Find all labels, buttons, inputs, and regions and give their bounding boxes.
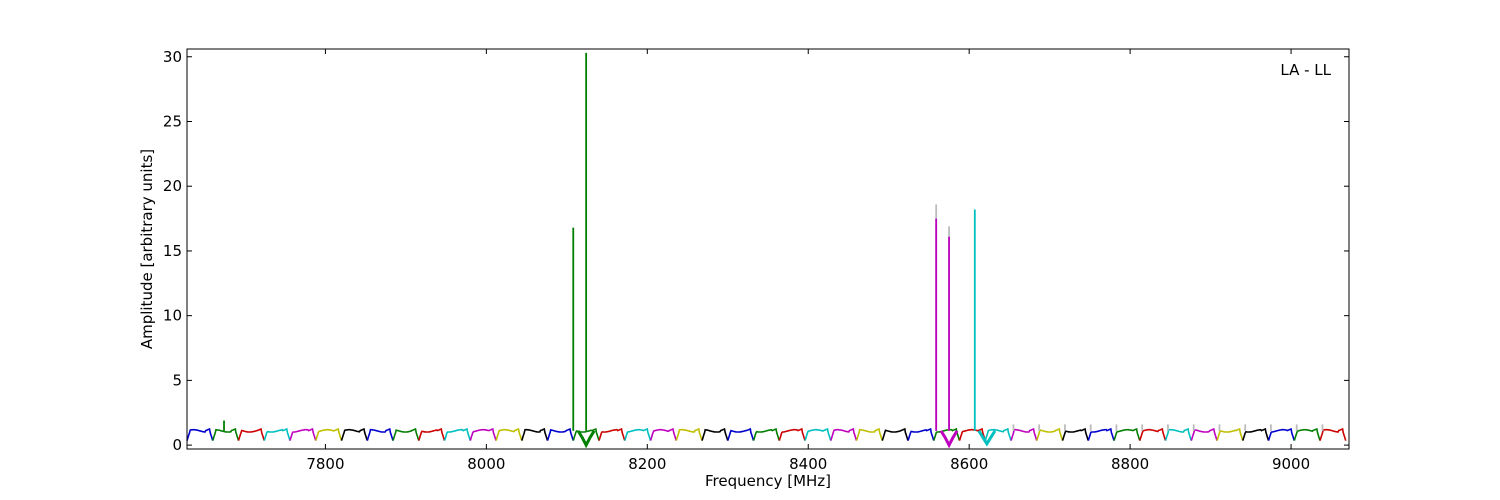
- band-segment: [1113, 427, 1141, 441]
- band-segment: [933, 427, 961, 441]
- band-segment: [804, 427, 832, 441]
- band-segment: [340, 427, 369, 441]
- band-series-group: [186, 427, 1347, 441]
- band-segment: [315, 427, 343, 441]
- band-segment: [495, 427, 523, 441]
- y-tick-label: 0: [172, 436, 182, 454]
- spike-series-group: [223, 52, 1324, 449]
- band-segment: [727, 427, 755, 441]
- band-segment: [984, 427, 1012, 441]
- band-segment: [649, 427, 678, 441]
- x-tick-label: 8800: [1111, 455, 1149, 473]
- band-segment: [1319, 427, 1347, 441]
- band-segment: [1216, 427, 1244, 441]
- axis-ticks-group: 7800 8000 8200 8400 8600 8800 9000 0 5 10 15 20 25 30: [163, 48, 1349, 473]
- band-segment: [443, 427, 472, 441]
- band-segment: [1267, 427, 1296, 441]
- band-segment: [1036, 427, 1064, 441]
- band-segment: [675, 427, 703, 441]
- band-segment: [958, 427, 987, 441]
- x-tick-label: 8000: [467, 455, 505, 473]
- band-segment: [1190, 427, 1218, 441]
- x-tick-label: 8600: [950, 455, 988, 473]
- band-segment: [752, 427, 781, 441]
- band-segment: [186, 427, 214, 441]
- band-segment: [1061, 427, 1090, 441]
- band-segment: [521, 427, 549, 441]
- band-segment: [418, 427, 446, 441]
- y-tick-label: 5: [172, 371, 182, 389]
- band-segment: [1087, 427, 1115, 441]
- band-segment: [1139, 427, 1167, 441]
- dip-mark: [977, 430, 997, 447]
- dip-mark: [576, 430, 596, 449]
- band-segment: [1010, 427, 1038, 441]
- band-segment: [263, 427, 291, 441]
- y-tick-label: 10: [163, 307, 182, 325]
- band-segment: [366, 427, 394, 441]
- y-tick-label: 25: [163, 112, 182, 130]
- band-segment: [212, 427, 240, 441]
- band-segment: [624, 427, 652, 441]
- x-axis-label: Frequency [MHz]: [705, 472, 831, 490]
- x-tick-label: 8400: [789, 455, 827, 473]
- band-segment: [1293, 427, 1321, 441]
- band-segment: [469, 427, 497, 441]
- band-segment: [289, 427, 317, 441]
- band-segment: [855, 427, 884, 441]
- plot-frame: [186, 48, 1350, 450]
- x-tick-label: 7800: [306, 455, 344, 473]
- x-tick-label: 8200: [628, 455, 666, 473]
- band-segment: [778, 427, 806, 441]
- x-tick-label: 9000: [1272, 455, 1310, 473]
- band-segment: [1164, 427, 1193, 441]
- band-segment: [598, 427, 626, 441]
- band-segment: [701, 427, 729, 441]
- y-tick-label: 30: [163, 48, 182, 66]
- dip-mark: [939, 430, 959, 449]
- band-segment: [237, 427, 266, 441]
- band-segment: [907, 427, 935, 441]
- y-tick-label: 15: [163, 242, 182, 260]
- y-tick-label: 20: [163, 177, 182, 195]
- band-segment: [392, 427, 420, 441]
- band-segment: [1242, 427, 1270, 441]
- band-segment: [881, 427, 909, 441]
- band-segment: [830, 427, 858, 441]
- band-segment: [546, 427, 575, 441]
- y-axis-label: Amplitude [arbitrary units]: [138, 149, 156, 349]
- chart-annotation: LA - LL: [1280, 61, 1331, 79]
